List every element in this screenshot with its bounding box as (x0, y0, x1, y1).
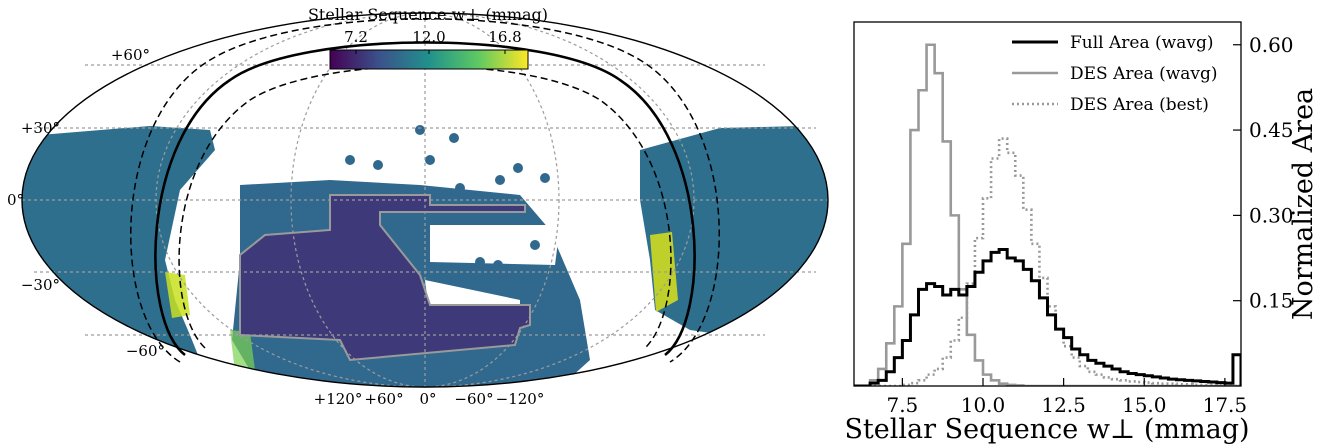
lat-label-30s: −30° (21, 276, 60, 294)
x-tick-label-5: 17.5 (1203, 393, 1248, 417)
lon-label-120w: −120° (496, 390, 545, 408)
lon-label-0: 0° (419, 390, 436, 408)
colorbar-tick-3: 16.8 (488, 28, 521, 46)
y-axis: 0.15 0.30 0.45 0.60 (1233, 33, 1294, 313)
x-axis-label: Stellar Sequence w⊥ (mmag) (844, 414, 1249, 445)
lat-label-30n: +30° (21, 119, 60, 137)
y-tick-label-1: 0.15 (1249, 289, 1294, 313)
x-tick-label-1: 7.5 (886, 393, 918, 417)
x-axis: 7.5 10.0 12.5 15.0 17.5 (886, 378, 1247, 417)
series-line-2 (854, 43, 1241, 386)
lon-label-60e: +60° (364, 390, 403, 408)
x-tick-label-2: 10.0 (961, 393, 1006, 417)
histogram-series (854, 43, 1241, 386)
colorbar-label: Stellar Sequence w⊥ (mmag) (308, 5, 548, 24)
lat-label-0: 0° (7, 191, 24, 209)
map-bright-patch-3 (230, 330, 255, 372)
x-tick-label-3: 12.5 (1041, 393, 1086, 417)
series-line-1 (854, 248, 1241, 386)
map-boundary (21, 12, 829, 388)
legend: Full Area (wavg) DES Area (wavg) DES Area … (1012, 33, 1218, 115)
y-tick-label-4: 0.60 (1249, 33, 1294, 57)
map-region-left (22, 126, 215, 387)
lon-label-60w: −60° (454, 390, 493, 408)
histogram-panel: 7.5 10.0 12.5 15.0 17.5 0.15 0.30 0.45 0.60 Ste… (844, 21, 1319, 445)
colorbar-tick-2: 12.0 (412, 28, 445, 46)
colorbar-tick-1: 7.2 (344, 28, 368, 46)
y-tick-label-2: 0.30 (1249, 203, 1294, 227)
sky-map: +60° +30° 0° −30° −60° +120° +60° 0° −60… (7, 5, 829, 408)
legend-label-3: DES Area (best) (1070, 95, 1209, 115)
legend-label-1: Full Area (wavg) (1070, 33, 1213, 53)
histogram-frame (853, 21, 1242, 387)
y-tick-label-3: 0.45 (1249, 118, 1294, 142)
map-blobs (345, 125, 550, 270)
series-line-3 (854, 137, 1241, 386)
legend-label-2: DES Area (wavg) (1070, 64, 1218, 84)
lat-label-60n: +60° (111, 46, 150, 64)
lon-label-120e: +120° (314, 390, 363, 408)
x-tick-label-4: 15.0 (1122, 393, 1167, 417)
lat-label-60s: −60° (126, 342, 165, 360)
y-axis-label: Normalized Area (1288, 88, 1319, 320)
des-footprint (239, 194, 531, 362)
map-gap (430, 225, 560, 265)
colorbar: Stellar Sequence w⊥ (mmag) 7.2 12.0 16.8 (308, 5, 548, 70)
